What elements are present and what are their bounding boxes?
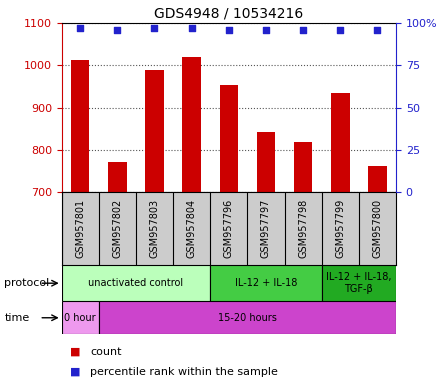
Bar <box>331 93 349 384</box>
Text: percentile rank within the sample: percentile rank within the sample <box>90 366 278 377</box>
Text: GSM957798: GSM957798 <box>298 199 308 258</box>
Bar <box>182 57 201 384</box>
Text: ■: ■ <box>70 366 81 377</box>
Bar <box>108 162 127 384</box>
Point <box>374 27 381 33</box>
Point <box>77 25 84 31</box>
Bar <box>99 301 396 334</box>
Text: 15-20 hours: 15-20 hours <box>218 313 277 323</box>
Bar <box>62 265 210 301</box>
Bar <box>294 142 312 384</box>
Bar <box>257 132 275 384</box>
Point <box>337 27 344 33</box>
Bar <box>145 70 164 384</box>
Text: time: time <box>4 313 29 323</box>
Bar <box>220 85 238 384</box>
Point <box>262 27 269 33</box>
Text: GSM957803: GSM957803 <box>150 199 159 258</box>
Text: unactivated control: unactivated control <box>88 278 183 288</box>
Text: GSM957799: GSM957799 <box>335 199 345 258</box>
Text: GSM957797: GSM957797 <box>261 199 271 258</box>
Text: IL-12 + IL-18: IL-12 + IL-18 <box>235 278 297 288</box>
Text: GSM957796: GSM957796 <box>224 199 234 258</box>
Point <box>114 27 121 33</box>
Text: GSM957804: GSM957804 <box>187 199 197 258</box>
Title: GDS4948 / 10534216: GDS4948 / 10534216 <box>154 7 304 20</box>
Point <box>151 25 158 31</box>
Text: 0 hour: 0 hour <box>64 313 96 323</box>
Bar <box>322 265 396 301</box>
Text: IL-12 + IL-18,
TGF-β: IL-12 + IL-18, TGF-β <box>326 272 392 294</box>
Bar <box>71 60 89 384</box>
Text: count: count <box>90 346 122 357</box>
Bar <box>368 166 387 384</box>
Point <box>188 25 195 31</box>
Bar <box>210 265 322 301</box>
Text: protocol: protocol <box>4 278 50 288</box>
Text: GSM957802: GSM957802 <box>112 199 122 258</box>
Bar <box>62 301 99 334</box>
Text: ■: ■ <box>70 346 81 357</box>
Text: GSM957800: GSM957800 <box>372 199 382 258</box>
Point <box>225 27 232 33</box>
Point <box>300 27 307 33</box>
Text: GSM957801: GSM957801 <box>75 199 85 258</box>
